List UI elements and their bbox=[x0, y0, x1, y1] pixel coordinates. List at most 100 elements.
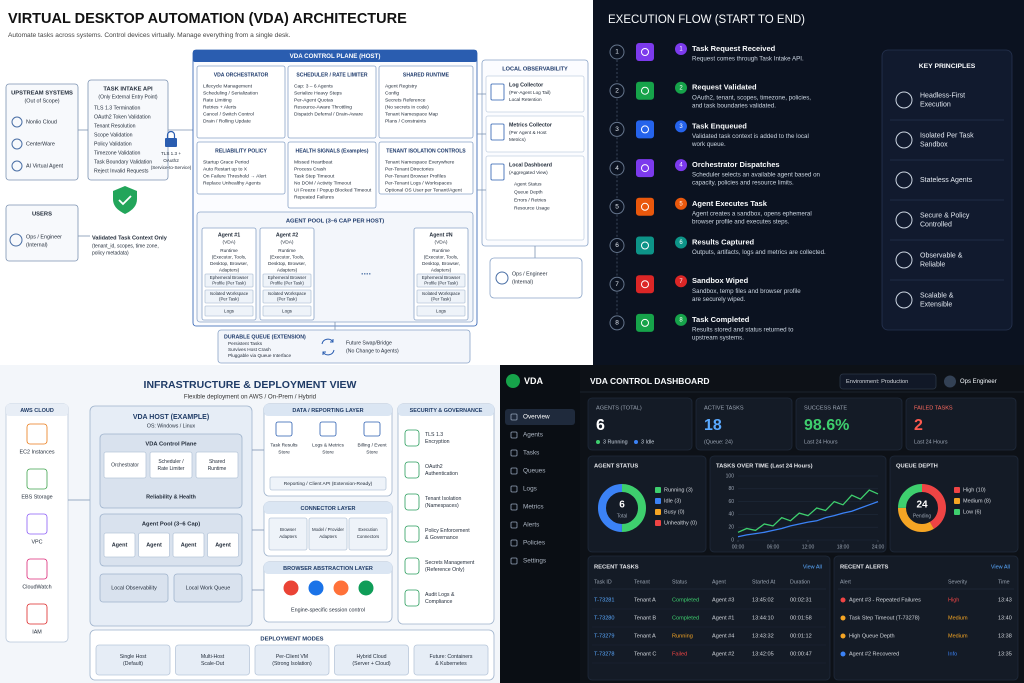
label: QUEUE DEPTH bbox=[896, 464, 938, 470]
label: Runtime bbox=[432, 248, 450, 253]
nav-active[interactable] bbox=[505, 409, 575, 425]
label[interactable]: Environment: Production bbox=[846, 379, 908, 385]
x-tick-label: 18:00 bbox=[837, 544, 850, 550]
nav-item[interactable]: Tasks bbox=[523, 450, 539, 457]
header-band bbox=[398, 404, 494, 416]
step-badge bbox=[675, 197, 687, 210]
label: Results Captured bbox=[692, 237, 755, 246]
label: 4 bbox=[679, 163, 683, 169]
label: Sandbox, temp files and browser profile bbox=[692, 288, 801, 295]
label: RECENT TASKS bbox=[594, 565, 639, 571]
env-select[interactable] bbox=[839, 373, 937, 390]
label: Local Retention bbox=[509, 97, 542, 102]
label: Policy Validation bbox=[94, 141, 132, 147]
box bbox=[95, 644, 171, 676]
label: Task Step Timeout bbox=[294, 173, 335, 179]
link[interactable]: View All bbox=[991, 564, 1010, 570]
label: 2 bbox=[914, 417, 923, 434]
label: Reliability & Health bbox=[146, 494, 196, 500]
label: Optional OS User per Tenant/Agent bbox=[385, 187, 462, 193]
nav-item[interactable]: Queues bbox=[523, 468, 545, 475]
label: Automate tasks across systems. Control d… bbox=[8, 32, 291, 39]
legend-swatch bbox=[954, 487, 960, 493]
label: Model / Provider bbox=[312, 527, 345, 532]
label: Outputs, artifacts, logs and metrics are… bbox=[692, 249, 826, 256]
table-card bbox=[833, 555, 1019, 681]
step-circle bbox=[609, 315, 625, 331]
label: Flexible deployment on AWS / On-Prem / H… bbox=[184, 394, 317, 401]
cell: Agent #3 - Repeated Failures bbox=[849, 597, 921, 603]
label: Policy Enforcement bbox=[425, 528, 470, 534]
y-tick-label: 60 bbox=[728, 499, 734, 505]
label: OS: Windows / Linux bbox=[147, 423, 196, 429]
box bbox=[196, 65, 286, 139]
label: Agent Status bbox=[514, 181, 542, 187]
principle-icon bbox=[895, 291, 913, 309]
link[interactable]: View All bbox=[803, 564, 822, 570]
principle-icon bbox=[895, 171, 913, 189]
box bbox=[196, 141, 286, 195]
label: (Per-Agent Log Tail) bbox=[509, 90, 551, 95]
label: Future Swap/Bridge bbox=[346, 340, 392, 346]
label: 6 bbox=[679, 240, 683, 246]
label: Request Validated bbox=[692, 83, 757, 92]
box bbox=[308, 517, 348, 551]
label: (Per Task) bbox=[277, 297, 297, 302]
label: CloudWatch bbox=[22, 584, 51, 590]
column-header: Task ID bbox=[594, 579, 612, 585]
label: 5 bbox=[615, 204, 619, 211]
label: Isolated Per Task bbox=[920, 132, 974, 139]
donut-segment bbox=[898, 484, 946, 532]
label: Dispatch Deferral / Drain-Aware bbox=[294, 111, 363, 117]
step-badge bbox=[675, 275, 687, 288]
label: Secure & Policy bbox=[920, 212, 970, 219]
nav-item[interactable]: Metrics bbox=[523, 504, 544, 511]
cell: Tenant A bbox=[634, 597, 656, 603]
label: Process Crash bbox=[294, 166, 326, 172]
label: Orchestrator bbox=[111, 462, 139, 468]
principle-icon bbox=[895, 211, 913, 229]
cell: Agent #1 bbox=[712, 615, 734, 621]
label: Missed Heartbeat bbox=[294, 159, 333, 165]
label: Ephemeral Browser bbox=[268, 275, 307, 280]
label: 1 bbox=[615, 49, 619, 56]
nav-item[interactable]: Settings bbox=[523, 558, 546, 565]
label: RELIABILITY POLICY bbox=[215, 148, 267, 154]
person-icon bbox=[495, 271, 509, 285]
label: HEALTH SIGNALS (Examples) bbox=[296, 148, 369, 154]
label: EXECUTION FLOW (START TO END) bbox=[608, 14, 805, 26]
label[interactable]: Ops Engineer bbox=[960, 379, 997, 385]
step-circle bbox=[609, 238, 625, 253]
nav-item[interactable]: Overview bbox=[523, 414, 550, 421]
browser-icon bbox=[282, 579, 300, 597]
label: Stateless Agents bbox=[920, 177, 973, 184]
label: Ops / Engineer bbox=[26, 234, 62, 240]
label: TLS 1.3 + bbox=[161, 151, 181, 156]
label: 3 Running bbox=[603, 439, 628, 445]
nav-item[interactable]: Agents bbox=[523, 432, 543, 439]
label: Runtime bbox=[278, 248, 296, 253]
nav-item[interactable]: Policies bbox=[523, 540, 545, 547]
label: Per-Agent Quotas bbox=[294, 97, 334, 103]
label: Encryption bbox=[425, 439, 450, 445]
chart-card bbox=[709, 455, 887, 553]
check-icon bbox=[118, 195, 132, 206]
swap-icon bbox=[321, 338, 335, 356]
box bbox=[489, 257, 583, 299]
label: IAM bbox=[32, 629, 42, 635]
label: Task Enqueued bbox=[692, 121, 747, 130]
label: (Executor, Tools, bbox=[270, 255, 305, 260]
legend-swatch bbox=[954, 509, 960, 515]
nav-item[interactable]: Logs bbox=[523, 486, 537, 493]
nav-icon bbox=[510, 521, 518, 529]
label: DATA / REPORTING LAYER bbox=[292, 408, 363, 414]
step-badge bbox=[675, 43, 687, 55]
label: (Executor, Tools, bbox=[212, 255, 247, 260]
box bbox=[5, 204, 79, 262]
nav-item[interactable]: Alerts bbox=[523, 522, 539, 529]
label: Audit Logs & bbox=[425, 592, 455, 598]
doc-icon bbox=[490, 163, 505, 181]
label: Ephemeral Browser bbox=[210, 275, 249, 280]
label: Adapters bbox=[319, 534, 337, 539]
label: TENANT ISOLATION CONTROLS bbox=[386, 148, 466, 154]
